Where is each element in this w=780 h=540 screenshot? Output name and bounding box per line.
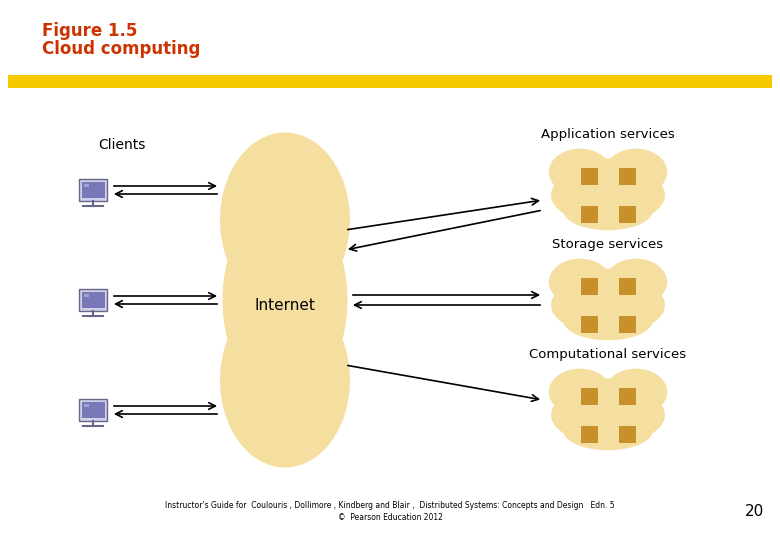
Bar [619,168,636,185]
Text: Instructor's Guide for  Coulouris , Dollimore , Kindberg and Blair ,  Distribute: Instructor's Guide for Coulouris , Dolli… [165,501,615,510]
Ellipse shape [575,268,641,312]
Bar [581,168,598,185]
Ellipse shape [575,379,641,422]
Ellipse shape [551,276,665,334]
Ellipse shape [563,300,653,340]
Ellipse shape [563,410,653,450]
Text: Application services: Application services [541,128,675,141]
Bar [581,388,598,405]
Ellipse shape [551,386,665,444]
Bar [84,184,89,187]
Bar [619,206,636,223]
Text: 20: 20 [746,504,764,519]
Bar [619,316,636,333]
Bar [619,426,636,443]
Ellipse shape [549,369,612,415]
Ellipse shape [551,166,665,224]
Bar [79,399,107,421]
Bar [619,278,636,295]
Bar [79,289,107,311]
Bar [581,316,598,333]
Bar [82,292,105,308]
Bar [79,179,107,201]
Ellipse shape [604,369,667,415]
Ellipse shape [222,200,348,400]
Text: ©  Pearson Education 2012: © Pearson Education 2012 [338,514,442,523]
Bar [82,182,105,198]
Ellipse shape [575,158,641,201]
Bar [581,206,598,223]
Text: Clients: Clients [98,138,145,152]
Bar [581,426,598,443]
Text: Computational services: Computational services [530,348,686,361]
Ellipse shape [549,148,612,195]
Bar [8,75,772,88]
Bar [82,402,105,418]
Text: Internet: Internet [254,298,315,313]
Text: Figure 1.5: Figure 1.5 [42,22,137,40]
Text: Storage services: Storage services [552,238,664,251]
Text: Cloud computing: Cloud computing [42,40,200,58]
Bar [619,388,636,405]
Bar [84,294,89,297]
Ellipse shape [228,135,342,465]
Bar [84,404,89,407]
Ellipse shape [604,259,667,306]
Ellipse shape [549,259,612,306]
Ellipse shape [220,293,350,468]
Bar [581,278,598,295]
Ellipse shape [604,148,667,195]
Ellipse shape [220,132,350,307]
Ellipse shape [563,190,653,230]
